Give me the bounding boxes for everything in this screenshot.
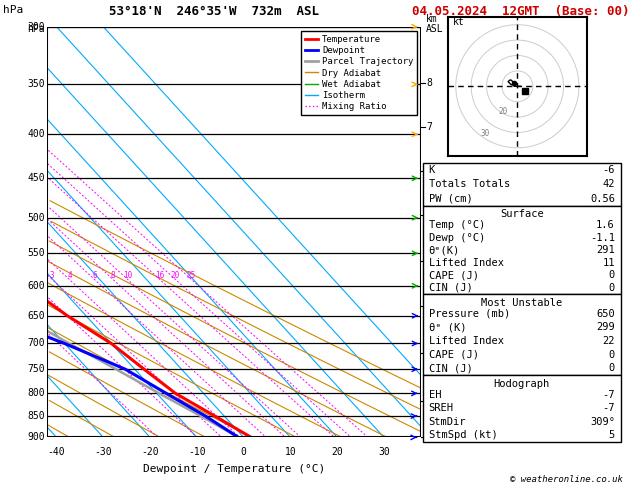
Bar xyxy=(423,375,621,442)
Text: 3: 3 xyxy=(50,271,55,279)
Text: 25: 25 xyxy=(187,271,196,279)
Text: -30: -30 xyxy=(94,447,112,457)
Text: 10: 10 xyxy=(123,271,133,279)
Bar xyxy=(423,294,621,375)
Text: -40: -40 xyxy=(48,447,65,457)
Text: -20: -20 xyxy=(142,447,159,457)
Text: Lifted Index: Lifted Index xyxy=(428,258,504,268)
Text: Mixing Ratio (g/kg): Mixing Ratio (g/kg) xyxy=(457,181,466,283)
Text: Dewpoint / Temperature (°C): Dewpoint / Temperature (°C) xyxy=(143,464,325,474)
Text: 20: 20 xyxy=(171,271,180,279)
Text: 8: 8 xyxy=(111,271,115,279)
Text: EH: EH xyxy=(428,390,441,399)
Text: θᵉ(K): θᵉ(K) xyxy=(428,245,460,255)
Text: 900: 900 xyxy=(27,433,45,442)
Text: -6: -6 xyxy=(603,165,615,175)
Legend: Temperature, Dewpoint, Parcel Trajectory, Dry Adiabat, Wet Adiabat, Isotherm, Mi: Temperature, Dewpoint, Parcel Trajectory… xyxy=(301,31,417,115)
Text: kt: kt xyxy=(453,17,464,27)
Text: 5: 5 xyxy=(426,210,432,221)
Text: -1.1: -1.1 xyxy=(590,233,615,243)
Text: 10: 10 xyxy=(284,447,296,457)
Text: CIN (J): CIN (J) xyxy=(428,283,472,293)
Text: 500: 500 xyxy=(27,213,45,223)
Text: 5: 5 xyxy=(609,431,615,440)
Text: 299: 299 xyxy=(596,322,615,332)
Text: 850: 850 xyxy=(27,411,45,421)
Text: K: K xyxy=(428,165,435,175)
Text: 6: 6 xyxy=(426,166,432,176)
Text: 650: 650 xyxy=(27,311,45,321)
Bar xyxy=(423,206,621,294)
Text: 04.05.2024  12GMT  (Base: 00): 04.05.2024 12GMT (Base: 00) xyxy=(412,5,629,18)
Text: hPa: hPa xyxy=(3,5,23,15)
Text: Temp (°C): Temp (°C) xyxy=(428,220,485,230)
Text: 4: 4 xyxy=(426,256,432,266)
Text: -7: -7 xyxy=(603,403,615,413)
Text: Totals Totals: Totals Totals xyxy=(428,179,510,190)
Text: CIN (J): CIN (J) xyxy=(428,364,472,373)
Text: 30: 30 xyxy=(378,447,390,457)
Text: 0: 0 xyxy=(609,364,615,373)
Text: © weatheronline.co.uk: © weatheronline.co.uk xyxy=(510,474,623,484)
Text: 42: 42 xyxy=(603,179,615,190)
Text: 1: 1 xyxy=(426,396,432,406)
Text: θᵉ (K): θᵉ (K) xyxy=(428,322,466,332)
Text: 4: 4 xyxy=(67,271,72,279)
Text: 400: 400 xyxy=(27,129,45,139)
Bar xyxy=(423,163,621,206)
Text: 0: 0 xyxy=(609,349,615,360)
Text: CAPE (J): CAPE (J) xyxy=(428,349,479,360)
Text: StmDir: StmDir xyxy=(428,417,466,427)
Text: -7: -7 xyxy=(603,390,615,399)
Text: 450: 450 xyxy=(27,174,45,183)
Text: PW (cm): PW (cm) xyxy=(428,194,472,204)
Text: 750: 750 xyxy=(27,364,45,374)
Text: 11: 11 xyxy=(603,258,615,268)
Text: StmSpd (kt): StmSpd (kt) xyxy=(428,431,498,440)
Text: Pressure (mb): Pressure (mb) xyxy=(428,309,510,319)
Text: hPa: hPa xyxy=(27,24,45,34)
Text: 8: 8 xyxy=(426,78,432,88)
Text: 30: 30 xyxy=(481,128,489,138)
Text: 20: 20 xyxy=(499,107,508,116)
Text: Dewp (°C): Dewp (°C) xyxy=(428,233,485,243)
Text: 0.56: 0.56 xyxy=(590,194,615,204)
Text: 550: 550 xyxy=(27,248,45,258)
Text: Hodograph: Hodograph xyxy=(494,379,550,388)
Text: 350: 350 xyxy=(27,79,45,89)
Text: 700: 700 xyxy=(27,338,45,348)
Text: 3: 3 xyxy=(426,301,432,312)
Text: 0: 0 xyxy=(241,447,247,457)
Text: 0: 0 xyxy=(609,270,615,280)
Text: 1.6: 1.6 xyxy=(596,220,615,230)
Text: 0: 0 xyxy=(609,283,615,293)
Text: 291: 291 xyxy=(596,245,615,255)
Text: 309°: 309° xyxy=(590,417,615,427)
Text: 53°18'N  246°35'W  732m  ASL: 53°18'N 246°35'W 732m ASL xyxy=(109,5,319,18)
Text: 7: 7 xyxy=(426,122,432,132)
Text: 600: 600 xyxy=(27,281,45,291)
Text: 6: 6 xyxy=(92,271,97,279)
Text: Lifted Index: Lifted Index xyxy=(428,336,504,346)
Text: -10: -10 xyxy=(188,447,206,457)
Text: Surface: Surface xyxy=(500,209,543,220)
Text: CAPE (J): CAPE (J) xyxy=(428,270,479,280)
Text: 650: 650 xyxy=(596,309,615,319)
Text: 20: 20 xyxy=(331,447,343,457)
Text: Most Unstable: Most Unstable xyxy=(481,297,562,308)
Text: SREH: SREH xyxy=(428,403,454,413)
Text: 16: 16 xyxy=(155,271,164,279)
Text: LCL: LCL xyxy=(426,433,442,442)
Text: 2: 2 xyxy=(426,348,432,358)
Text: km
ASL: km ASL xyxy=(426,14,443,34)
Text: 800: 800 xyxy=(27,388,45,399)
Text: 300: 300 xyxy=(27,22,45,32)
Text: 22: 22 xyxy=(603,336,615,346)
